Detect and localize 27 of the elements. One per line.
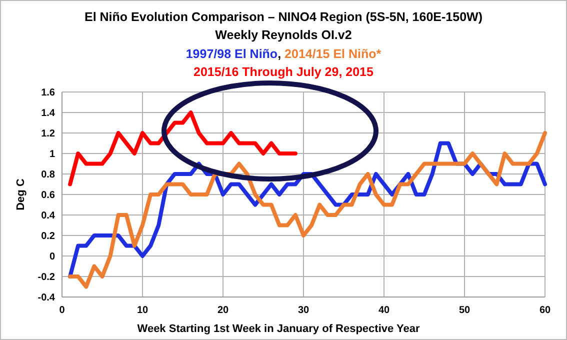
y-tick-label: 0.8 — [41, 170, 56, 180]
y-tick-label: -0.4 — [38, 292, 56, 304]
y-tick-label: 0.2 — [41, 231, 56, 242]
y-tick-label: -0.2 — [38, 272, 56, 283]
y-tick-label: 1 — [49, 149, 56, 160]
x-tick-label: 50 — [458, 305, 470, 316]
text: 2014/15 El Niño* — [284, 47, 382, 61]
x-tick-label: 10 — [136, 305, 148, 316]
x-axis-title: Week Starting 1st Week in January of Respective Year — [137, 323, 420, 335]
x-tick-label: 40 — [378, 305, 390, 316]
y-tick-label: 0.4 — [41, 210, 56, 222]
y-tick-label: 0 — [49, 252, 56, 262]
chart-subtitle: Weekly Reynolds OI.v2 — [215, 28, 352, 42]
x-tick-label: 60 — [539, 305, 551, 316]
text: 2015/16 Through July 29, 2015 — [194, 65, 374, 79]
y-tick-label: 0.6 — [41, 190, 56, 201]
chart-title: El Niño Evolution Comparison – NINO4 Region (5S-5N, 160E-150W) — [84, 10, 482, 24]
x-tick-label: 30 — [298, 305, 310, 316]
y-tick-label: 1.4 — [41, 108, 56, 119]
line-series — [68, 110, 298, 186]
text: 1997/98 El Niño — [186, 47, 278, 61]
y-tick-label: 1.6 — [41, 88, 56, 98]
text: , — [278, 47, 285, 61]
x-tick-label: 20 — [217, 305, 229, 316]
x-tick-label: 0 — [59, 305, 66, 316]
y-tick-label: 1.2 — [41, 128, 56, 140]
y-axis-title: Deg C — [15, 178, 27, 210]
